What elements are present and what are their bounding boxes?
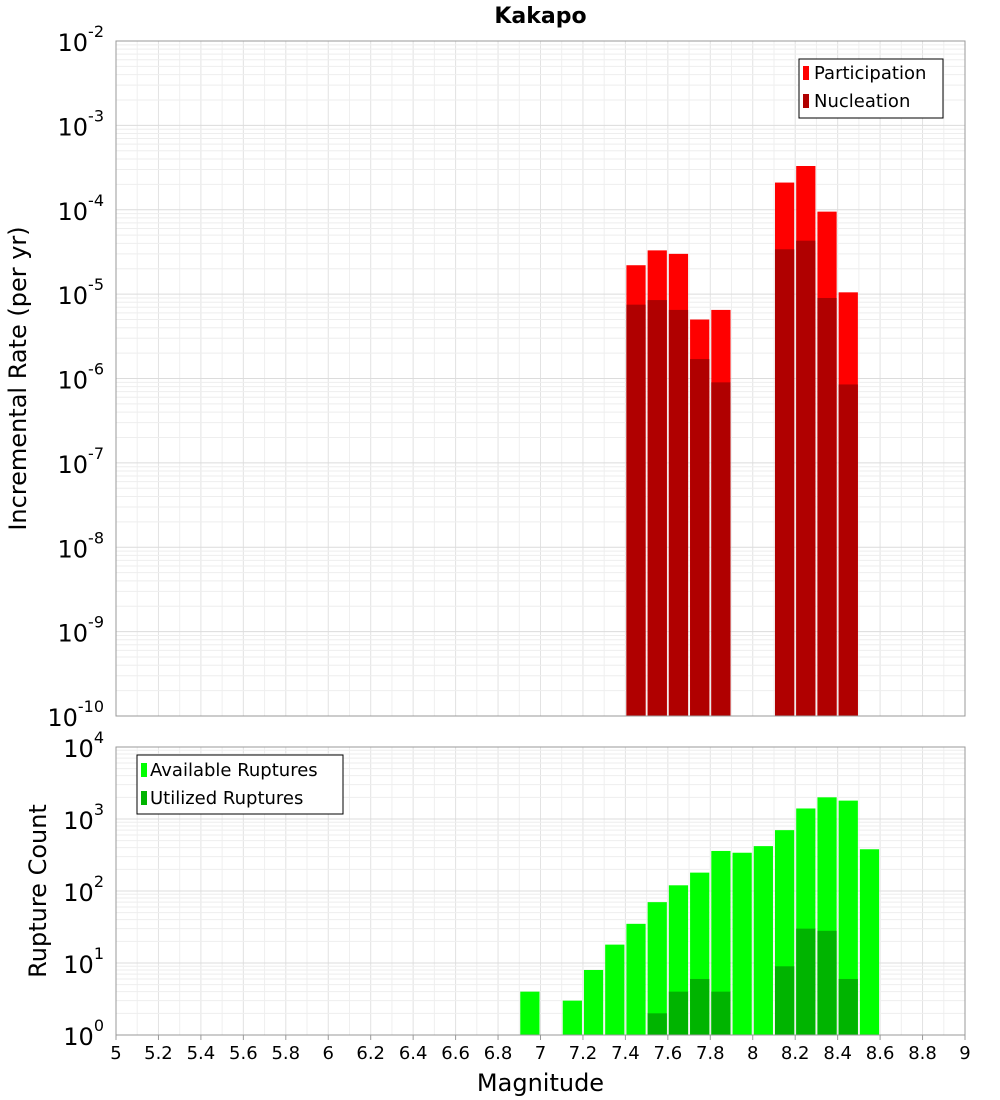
- magnitude-tick-labels: 5 5.2 5.4 5.6 5.8 6 6.2 6.4 6.6 6.8 7 7.2 7.4 7.6 7.8 8…: [110, 1035, 971, 1064]
- count-bar-utilized-ruptures: [690, 978, 710, 1035]
- rate-bar-nucleation: [690, 359, 710, 716]
- count-bar-available-ruptures: [732, 852, 752, 1035]
- count-bar-available-ruptures: [626, 923, 646, 1035]
- magnitude-tick-label: 6.8: [484, 1043, 513, 1064]
- rate-bar-nucleation: [774, 249, 795, 716]
- magnitude-tick-label: 6.2: [356, 1043, 385, 1064]
- legend-label-participation: Participation: [814, 63, 926, 84]
- magnitude-tick-label: 5.6: [229, 1043, 258, 1064]
- rate-bars: [626, 166, 858, 717]
- magnitude-tick-label: 7.8: [696, 1043, 725, 1064]
- count-bar-utilized-ruptures: [796, 928, 816, 1035]
- rate-legend-box: [798, 58, 944, 119]
- legend-swatch-available-ruptures: [141, 763, 147, 777]
- magnitude-tick-label: 5: [110, 1043, 121, 1064]
- magnitude-tick-label: 6.6: [441, 1043, 470, 1064]
- count-y-tick-label: 104: [63, 728, 104, 763]
- rate-bar-nucleation: [817, 297, 837, 716]
- count-bar-available-ruptures: [753, 846, 773, 1035]
- chart-title: Kakapo: [494, 4, 586, 29]
- count-panel: 100 101 102 103 104 5 5.2 5.4 5.6 5.8 6 6.2 6.4 6.6 6…: [24, 728, 971, 1097]
- rate-y-axis-label: Incremental Rate (per yr): [4, 226, 32, 530]
- rate-bar-nucleation: [796, 240, 816, 717]
- count-bar-utilized-ruptures: [774, 966, 795, 1035]
- legend-swatch-participation: [803, 66, 809, 80]
- magnitude-tick-label: 8.6: [866, 1043, 895, 1064]
- rate-y-tick-label: 10-4: [58, 191, 105, 226]
- count-y-tick-label: 100: [63, 1016, 104, 1051]
- legend-label-available-ruptures: Available Ruptures: [150, 760, 318, 781]
- count-legend-box: [136, 754, 344, 815]
- count-bar-utilized-ruptures: [668, 991, 689, 1035]
- rate-y-tick-label: 10-10: [47, 697, 104, 732]
- rate-y-tick-label: 10-5: [58, 275, 105, 310]
- count-bar-available-ruptures: [562, 1000, 582, 1035]
- count-y-axis-label: Rupture Count: [24, 804, 52, 978]
- rate-y-tick-label: 10-3: [58, 106, 105, 141]
- count-bar-available-ruptures: [520, 991, 540, 1035]
- rate-panel: 10-10 10-9 10-8 10-7 10-6 10-5 10-4 10-3 10-2 Ka…: [4, 4, 966, 732]
- magnitude-tick-label: 5.4: [187, 1043, 216, 1064]
- count-y-tick-label: 101: [63, 944, 104, 979]
- count-bar-available-ruptures: [647, 902, 667, 1035]
- magnitude-tick-label: 5.2: [144, 1043, 173, 1064]
- magnitude-tick-label: 8.2: [781, 1043, 810, 1064]
- rate-bar-nucleation: [668, 309, 689, 716]
- rate-y-tick-label: 10-2: [58, 22, 105, 57]
- rate-y-tick-label: 10-8: [58, 528, 105, 563]
- x-axis-label: Magnitude: [477, 1069, 604, 1097]
- count-y-tick-label: 102: [63, 872, 104, 907]
- rate-bar-nucleation: [711, 382, 731, 716]
- count-bars: [520, 797, 880, 1035]
- rate-legend: Participation Nucleation: [798, 58, 944, 119]
- rate-bar-nucleation: [647, 300, 667, 716]
- legend-swatch-utilized-ruptures: [141, 791, 147, 805]
- rate-bar-nucleation: [838, 384, 858, 716]
- count-bar-available-ruptures: [605, 944, 625, 1035]
- legend-label-nucleation: Nucleation: [814, 91, 910, 112]
- count-bar-available-ruptures: [583, 969, 604, 1035]
- count-y-tick-labels: 100 101 102 103 104: [63, 728, 104, 1051]
- count-bar-available-ruptures: [859, 849, 880, 1035]
- rate-grid: [115, 41, 966, 717]
- count-bar-utilized-ruptures: [711, 991, 731, 1035]
- magnitude-tick-label: 7.6: [654, 1043, 683, 1064]
- count-y-tick-label: 103: [63, 800, 104, 835]
- rate-y-tick-labels: 10-10 10-9 10-8 10-7 10-6 10-5 10-4 10-3 10-2: [47, 22, 104, 732]
- count-bar-utilized-ruptures: [817, 930, 837, 1035]
- count-bar-utilized-ruptures: [647, 1013, 667, 1035]
- magnitude-tick-label: 9: [959, 1043, 970, 1064]
- count-bar-available-ruptures: [711, 850, 731, 1035]
- rate-y-tick-label: 10-7: [58, 444, 105, 479]
- legend-swatch-nucleation: [803, 94, 809, 108]
- magnitude-tick-label: 6: [323, 1043, 334, 1064]
- magnitude-tick-label: 7: [535, 1043, 546, 1064]
- magnitude-tick-label: 7.4: [611, 1043, 640, 1064]
- magnitude-tick-label: 5.8: [271, 1043, 300, 1064]
- magnitude-tick-label: 6.4: [399, 1043, 428, 1064]
- magnitude-tick-label: 8.4: [823, 1043, 852, 1064]
- count-legend: Available Ruptures Utilized Ruptures: [136, 754, 344, 815]
- legend-label-utilized-ruptures: Utilized Ruptures: [150, 788, 303, 809]
- rate-bar-nucleation: [626, 304, 646, 716]
- magnitude-tick-label: 8.8: [908, 1043, 937, 1064]
- count-bar-utilized-ruptures: [838, 978, 858, 1035]
- magnitude-tick-label: 8: [747, 1043, 758, 1064]
- count-bar-available-ruptures: [838, 800, 858, 1035]
- rate-y-tick-label: 10-6: [58, 360, 105, 395]
- rate-plot-frame: [115, 40, 966, 717]
- rate-y-tick-label: 10-9: [58, 613, 105, 648]
- magnitude-tick-label: 7.2: [569, 1043, 598, 1064]
